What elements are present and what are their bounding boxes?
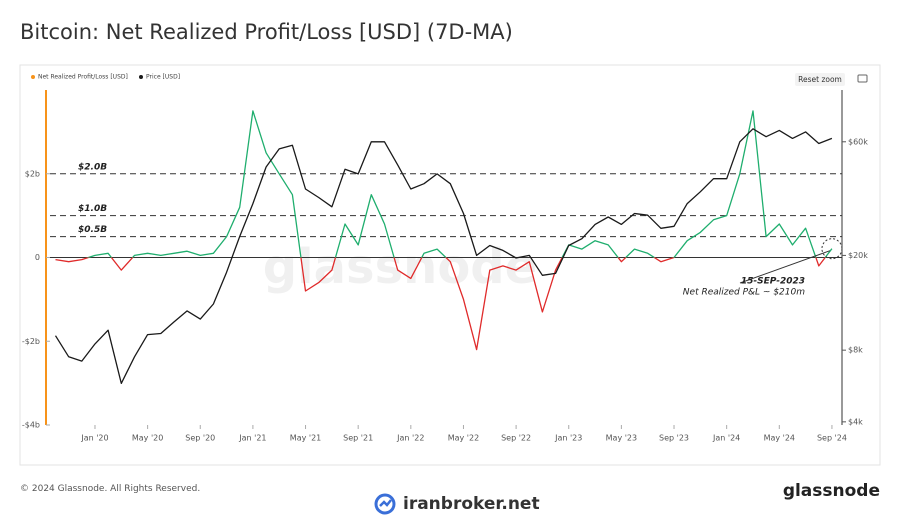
- reset-zoom[interactable]: [795, 73, 845, 86]
- x-tick-label: Sep '24: [817, 434, 847, 443]
- x-tick-label: Jan '22: [396, 434, 424, 443]
- site-name: iranbroker.net: [403, 494, 540, 514]
- legend-label: Net Realized Profit/Loss [USD]: [38, 74, 128, 81]
- level-label: $0.5B: [78, 225, 107, 235]
- x-tick-label: May '20: [132, 434, 163, 443]
- callout-text: 15-SEP-2023: [741, 277, 805, 287]
- x-tick-label: May '21: [290, 434, 321, 443]
- pnl-line-profit: [86, 110, 833, 258]
- y-tick-label: -$4b: [22, 421, 40, 430]
- legend-dot: [139, 75, 143, 79]
- site-icon: [374, 493, 396, 515]
- level-label: $1.0B: [78, 204, 107, 214]
- x-tick-label: Jan '20: [80, 434, 108, 443]
- x-tick-label: Jan '24: [712, 434, 740, 443]
- y-tick-label: -$2b: [22, 337, 40, 346]
- x-tick-label: Jan '23: [554, 434, 582, 443]
- y2-tick-label: $60k: [848, 137, 868, 146]
- watermark: glassnode: [263, 239, 537, 295]
- footer-brand: glassnode: [782, 481, 880, 501]
- x-tick-label: May '22: [448, 434, 479, 443]
- y2-tick-label: $4k: [848, 417, 863, 426]
- legend-label: Price [USD]: [146, 74, 180, 81]
- y-tick-label: 0: [35, 253, 40, 262]
- x-tick-label: Sep '21: [343, 434, 373, 443]
- x-tick-label: Sep '20: [185, 434, 215, 443]
- title: Bitcoin: Net Realized Profit/Loss [USD] …: [20, 20, 513, 44]
- reset-zoom-label[interactable]: Reset zoom: [798, 75, 842, 84]
- x-tick-label: Sep '23: [659, 434, 689, 443]
- x-tick-label: Sep '22: [501, 434, 531, 443]
- panel: [19, 64, 881, 466]
- callout-line: [739, 250, 831, 284]
- camera-icon[interactable]: [857, 74, 868, 83]
- x-tick-label: May '23: [606, 434, 637, 443]
- callout-text: Net Realized P&L ~ $210m: [683, 288, 805, 298]
- legend-dot: [31, 75, 35, 79]
- price-line: [54, 128, 833, 385]
- callout-ring: [821, 238, 843, 260]
- y2-tick-label: $20k: [848, 251, 868, 260]
- x-tick-label: Jan '21: [238, 434, 266, 443]
- site-logo: iranbroker.net: [373, 492, 540, 516]
- y-tick-label: $2b: [25, 169, 40, 178]
- y2-tick-label: $8k: [848, 346, 863, 355]
- x-tick-label: May '24: [764, 434, 795, 443]
- footer-copyright: © 2024 Glassnode. All Rights Reserved.: [20, 484, 201, 494]
- level-label: $2.0B: [78, 162, 107, 172]
